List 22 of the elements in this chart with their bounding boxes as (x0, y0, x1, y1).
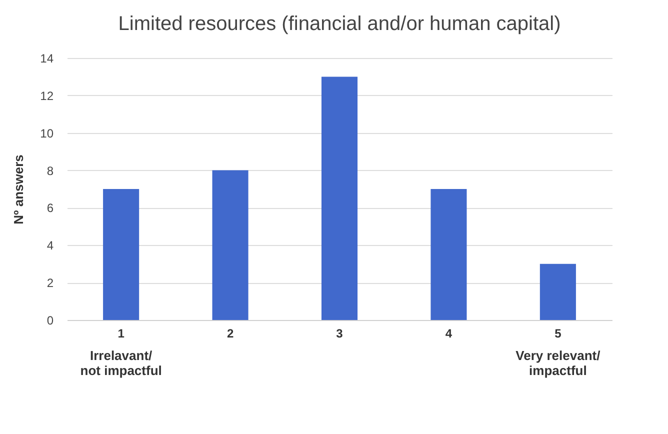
text: Very relevant/ impactful (516, 348, 601, 378)
y-tick-label: 0 (46, 314, 54, 328)
x-tick-label: 1 (118, 326, 125, 340)
y-tick-label: 8 (46, 164, 54, 178)
y-tick-label: 6 (46, 201, 54, 216)
bar (212, 170, 248, 320)
x-tick-label: 3 (336, 326, 344, 340)
y-tick-label: 4 (46, 238, 54, 253)
bar (540, 264, 576, 320)
y-axis-title: Nº answers (11, 154, 26, 224)
x-tick-label: 4 (445, 326, 452, 340)
bar (103, 189, 140, 320)
y-tick-label: 2 (46, 276, 54, 290)
text: Irrelavant/ not impactful (80, 348, 162, 378)
x-tick-label: 2 (226, 326, 234, 340)
y-tick-label: 14 (40, 52, 54, 66)
y-tick-label: 10 (40, 126, 54, 140)
y-tick-label: 12 (40, 88, 54, 103)
bar (321, 76, 358, 320)
bar (430, 189, 467, 320)
chart-title: Limited resources (financial and/or human capital) (118, 13, 561, 35)
x-tick-label: 5 (554, 326, 562, 340)
